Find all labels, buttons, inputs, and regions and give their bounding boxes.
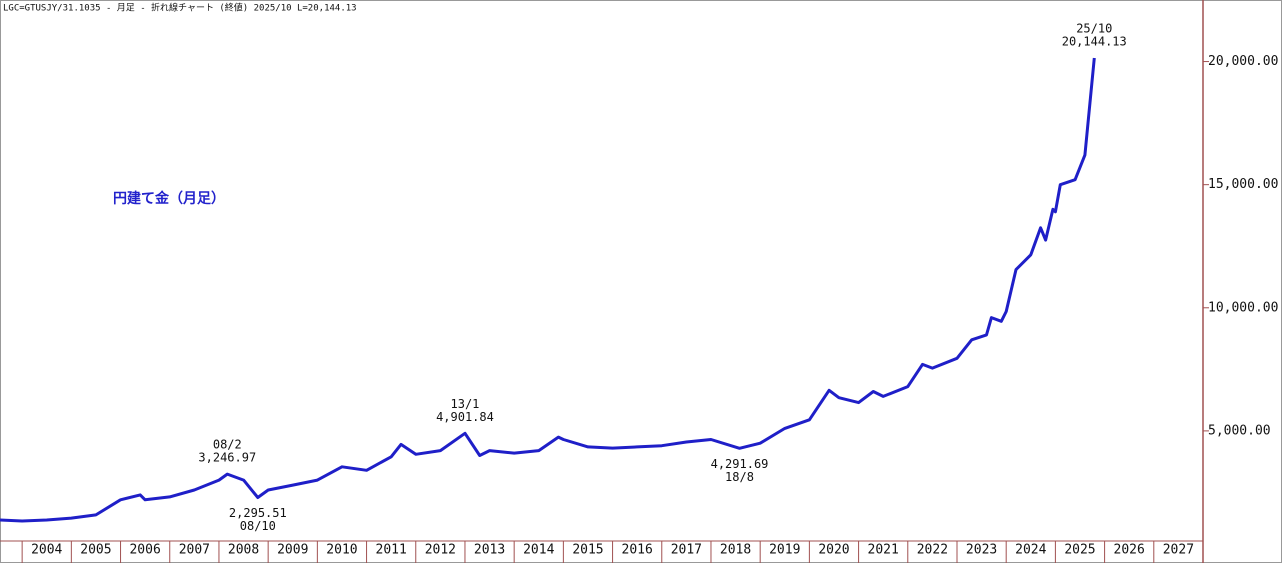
y-tick-label: 20,000.00 — [1208, 54, 1278, 69]
x-tick-label: 2027 — [1163, 543, 1194, 558]
chart-title: LGC=GTUSJY/31.1035 - 月足 - 折れ線チャート (終値) 2… — [3, 2, 357, 14]
x-tick-label: 2025 — [1064, 543, 1095, 558]
x-tick-label: 2011 — [376, 543, 407, 558]
x-tick-label: 2024 — [1015, 543, 1046, 558]
x-tick-label: 2018 — [720, 543, 751, 558]
x-tick-label: 2021 — [868, 543, 899, 558]
annotation-value: 2,295.51 — [229, 506, 287, 520]
x-tick-label: 2022 — [917, 543, 948, 558]
x-tick-label: 2017 — [671, 543, 702, 558]
annotation-value: 3,246.97 — [198, 451, 256, 465]
annotation-date: 25/10 — [1076, 22, 1112, 36]
annotation-value: 4,291.69 — [711, 457, 769, 471]
x-tick-label: 2023 — [966, 543, 997, 558]
annotation-date: 18/8 — [725, 470, 754, 484]
x-tick-label: 2026 — [1114, 543, 1145, 558]
x-tick-label: 2019 — [769, 543, 800, 558]
y-tick-label: 5,000.00 — [1208, 423, 1271, 438]
chart-note: 円建て金（月足） — [113, 190, 225, 207]
annotation-date: 08/10 — [240, 519, 276, 533]
price-line — [0, 57, 1096, 523]
annotation-value: 20,144.13 — [1062, 35, 1127, 49]
x-tick-label: 2012 — [425, 543, 456, 558]
x-tick-label: 2020 — [818, 543, 849, 558]
x-tick-label: 2014 — [523, 543, 554, 558]
annotation-date: 08/2 — [213, 438, 242, 452]
x-tick-label: 2013 — [474, 543, 505, 558]
x-tick-label: 2015 — [572, 543, 603, 558]
x-tick-label: 2006 — [129, 543, 160, 558]
annotation-date: 13/1 — [451, 397, 480, 411]
x-tick-label: 2004 — [31, 543, 62, 558]
y-tick-label: 10,000.00 — [1208, 300, 1278, 315]
x-tick-label: 2005 — [80, 543, 111, 558]
x-tick-label: 2007 — [179, 543, 210, 558]
x-tick-label: 2016 — [622, 543, 653, 558]
x-tick-label: 2008 — [228, 543, 259, 558]
annotation-value: 4,901.84 — [436, 410, 494, 424]
x-tick-label: 2010 — [326, 543, 357, 558]
x-tick-label: 2009 — [277, 543, 308, 558]
y-tick-label: 15,000.00 — [1208, 177, 1278, 192]
